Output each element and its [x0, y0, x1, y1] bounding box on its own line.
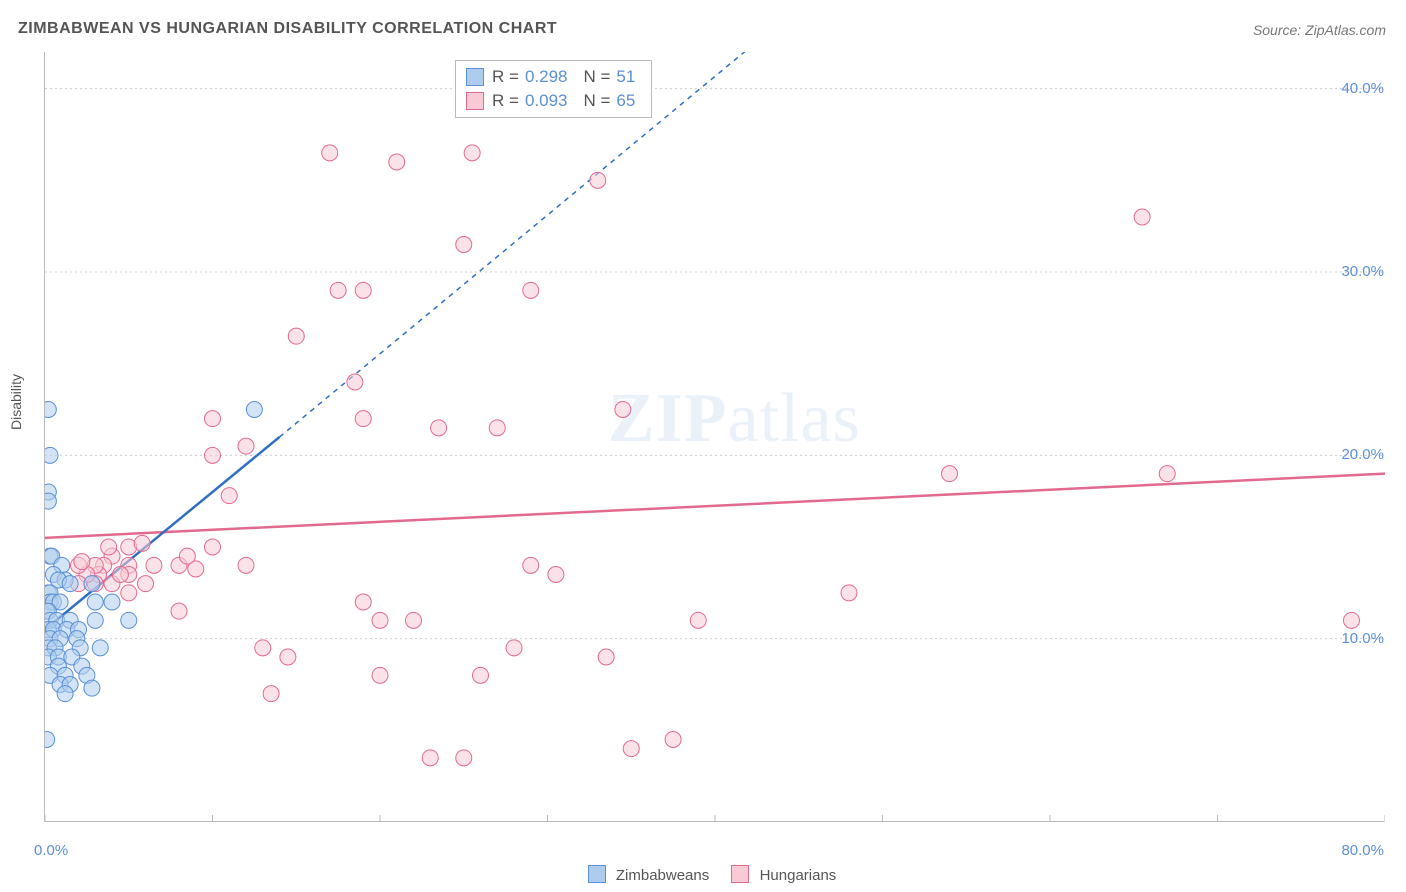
y-tick-label: 30.0%: [1341, 263, 1384, 280]
stats-n-value-a: 51: [616, 67, 635, 87]
source-label: Source: ZipAtlas.com: [1253, 22, 1386, 38]
stats-n-label: N =: [583, 67, 610, 87]
stats-row-zimbabweans: R = 0.298 N = 51: [466, 65, 641, 89]
legend-label-hungarians: Hungarians: [760, 867, 837, 884]
stats-n-label: N =: [583, 91, 610, 111]
chart-container: ZIMBABWEAN VS HUNGARIAN DISABILITY CORRE…: [0, 0, 1406, 892]
stats-row-hungarians: R = 0.093 N = 65: [466, 89, 641, 113]
stats-r-value-b: 0.093: [525, 91, 568, 111]
bottom-legend: Zimbabweans Hungarians: [0, 865, 1406, 884]
stats-n-value-b: 65: [616, 91, 635, 111]
y-tick-label: 40.0%: [1341, 80, 1384, 97]
chart-title: ZIMBABWEAN VS HUNGARIAN DISABILITY CORRE…: [18, 20, 557, 38]
x-tick-label: 0.0%: [34, 842, 68, 859]
y-tick-label: 10.0%: [1341, 630, 1384, 647]
legend-swatch-zimbabweans: [588, 865, 606, 883]
plot-area: ZIPatlas: [44, 52, 1384, 822]
y-axis-label: Disability: [8, 374, 24, 430]
swatch-hungarians: [466, 92, 484, 110]
y-tick-label: 20.0%: [1341, 446, 1384, 463]
legend-label-zimbabweans: Zimbabweans: [616, 867, 709, 884]
plot-svg: [45, 52, 1385, 822]
stats-legend-box: R = 0.298 N = 51 R = 0.093 N = 65: [455, 60, 652, 118]
stats-r-label: R =: [492, 91, 519, 111]
x-tick-label: 80.0%: [1341, 842, 1384, 859]
legend-swatch-hungarians: [731, 865, 749, 883]
stats-r-label: R =: [492, 67, 519, 87]
swatch-zimbabweans: [466, 68, 484, 86]
stats-r-value-a: 0.298: [525, 67, 568, 87]
